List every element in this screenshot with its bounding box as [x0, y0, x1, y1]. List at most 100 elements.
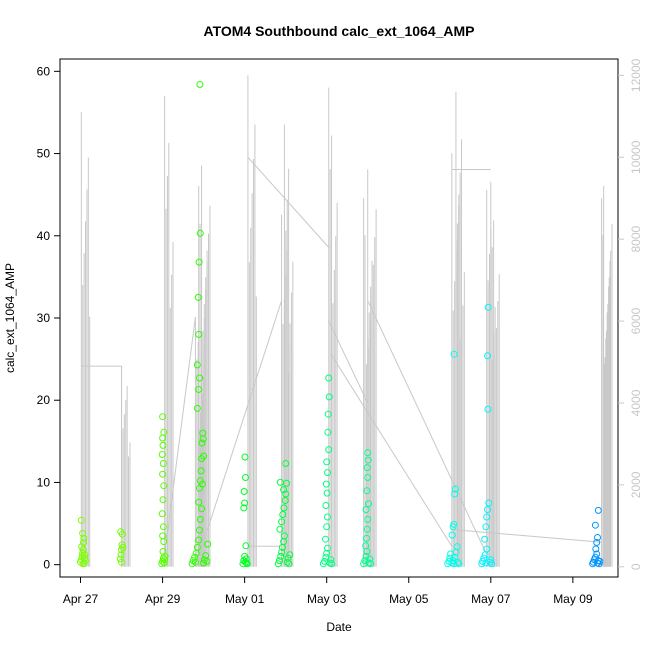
data-point: [283, 558, 291, 566]
data-point: [278, 548, 286, 556]
data-point: [159, 523, 167, 531]
data-point: [365, 500, 372, 508]
data-point: [193, 361, 201, 369]
y2-tick-label: 12000: [629, 58, 643, 92]
data-point: [451, 490, 459, 498]
data-point: [242, 542, 250, 550]
data-point: [325, 374, 333, 382]
data-point: [323, 458, 331, 466]
data-point: [77, 516, 85, 524]
data-point: [160, 482, 168, 490]
x-tick-label: May 05: [389, 592, 429, 606]
data-point: [276, 557, 283, 565]
data-point: [243, 560, 251, 568]
data-point: [487, 556, 495, 564]
data-point: [195, 536, 203, 544]
data-point: [158, 451, 166, 458]
data-point: [481, 535, 489, 543]
altitude-trace-layer: [80, 75, 613, 567]
data-point: [188, 560, 196, 568]
y-tick-label: 10: [37, 475, 51, 489]
data-point: [160, 559, 168, 567]
data-point: [364, 515, 372, 523]
data-point: [484, 405, 492, 413]
x-tick-label: May 01: [225, 592, 265, 606]
y2-tick-label: 2000: [629, 471, 643, 498]
data-point: [274, 560, 282, 568]
data-point: [367, 560, 375, 568]
data-point: [363, 525, 371, 533]
data-point: [484, 303, 492, 311]
data-point: [281, 497, 289, 504]
data-point: [485, 499, 493, 507]
data-point: [196, 515, 204, 523]
data-point: [594, 506, 602, 514]
altitude-connector: [199, 300, 283, 555]
data-point: [452, 485, 459, 493]
data-point: [479, 557, 487, 565]
data-point: [159, 460, 167, 467]
data-point: [241, 499, 249, 507]
data-point: [325, 446, 333, 454]
data-point: [119, 543, 127, 551]
data-point: [277, 552, 285, 560]
data-points-layer: [77, 81, 604, 568]
data-point: [280, 504, 288, 512]
data-point: [203, 557, 211, 565]
data-point: [159, 554, 167, 562]
data-point: [483, 513, 491, 521]
data-point: [455, 560, 463, 568]
altitude-connector: [328, 320, 369, 404]
data-point: [191, 558, 199, 566]
x-tick-label: May 03: [307, 592, 347, 606]
data-point: [282, 490, 290, 498]
data-point: [276, 525, 284, 533]
data-point: [322, 535, 329, 543]
y2-tick-label: 10000: [629, 140, 643, 174]
data-point: [364, 449, 372, 457]
data-point: [366, 555, 374, 563]
data-point: [362, 506, 370, 514]
data-point: [195, 258, 203, 266]
data-point: [242, 474, 249, 481]
data-point: [193, 404, 201, 412]
x-tick-label: Apr 29: [145, 592, 181, 606]
altitude-connector: [330, 353, 453, 547]
altitude-connector: [247, 156, 330, 248]
data-point: [241, 453, 249, 461]
data-point: [195, 386, 203, 393]
y-tick-label: 20: [37, 393, 51, 407]
y-axis-left: 0 10 20 30 40 50 60: [37, 64, 61, 572]
y2-tick-label: 8000: [629, 226, 643, 253]
data-point: [159, 532, 167, 540]
altitude-connector: [367, 300, 488, 555]
data-point: [280, 532, 288, 540]
y-axis-right: 0 2000 4000 6000 8000 10000 12000: [618, 58, 643, 570]
x-axis-label: Date: [326, 620, 352, 634]
data-point: [324, 513, 331, 521]
y-tick-label: 30: [37, 311, 51, 325]
data-point: [159, 496, 167, 504]
data-point: [276, 478, 284, 486]
data-point: [198, 505, 206, 513]
data-point: [450, 520, 458, 528]
data-point: [360, 560, 368, 568]
data-point: [280, 486, 288, 494]
data-point: [240, 504, 248, 512]
data-point: [204, 540, 212, 548]
data-point: [279, 511, 287, 518]
data-point: [160, 428, 168, 436]
data-point: [196, 81, 204, 88]
data-point: [159, 413, 167, 421]
data-point: [453, 543, 461, 551]
data-point: [363, 534, 370, 542]
plot-frame: [59, 58, 619, 578]
data-point: [328, 560, 336, 568]
data-point: [197, 467, 205, 475]
data-point: [364, 474, 372, 481]
data-point: [191, 553, 199, 561]
x-tick-label: Apr 27: [63, 592, 99, 606]
y-tick-label: 40: [37, 229, 51, 243]
data-point: [484, 352, 491, 360]
